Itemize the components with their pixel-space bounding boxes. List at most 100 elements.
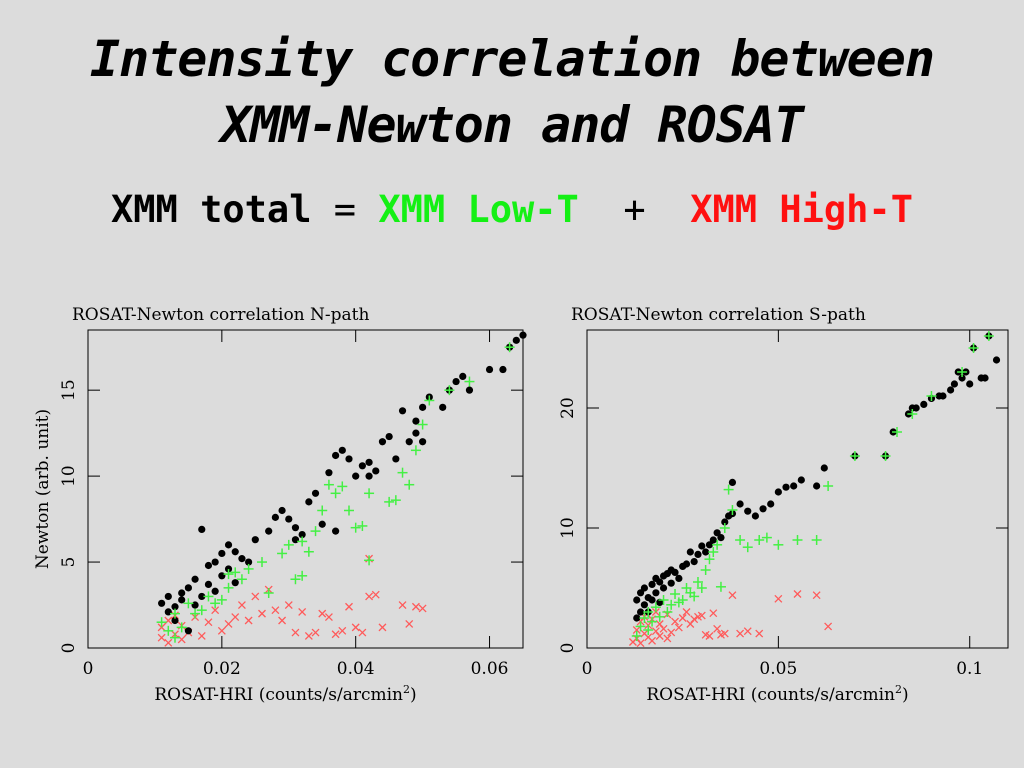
data-point-total: [912, 404, 920, 412]
data-point-total: [920, 400, 928, 408]
data-point-low-t: [666, 599, 677, 610]
data-point-high-t: [655, 620, 664, 628]
data-point-low-t: [330, 488, 341, 499]
data-point-high-t: [655, 632, 664, 640]
y-tick-label: 10: [59, 465, 79, 487]
data-point-low-t: [823, 481, 834, 491]
data-point-low-t: [323, 479, 334, 490]
data-point-low-t: [176, 622, 187, 633]
data-point-high-t: [824, 622, 833, 631]
x-axis-label-end: ): [410, 685, 417, 705]
data-point-total: [332, 527, 340, 535]
data-point-total: [751, 512, 759, 520]
data-point-total: [820, 464, 828, 472]
data-point-high-t: [713, 624, 722, 633]
y-tick-label: 0: [59, 643, 79, 654]
data-point-high-t: [411, 602, 420, 611]
data-point-total: [325, 469, 333, 477]
data-point-low-t: [290, 574, 301, 585]
data-point-high-t: [237, 601, 246, 609]
x-axis-label-end: ): [902, 685, 909, 705]
x-axis-label: ROSAT-HRI (counts/s/arcmin2): [646, 683, 908, 705]
data-point-total: [671, 568, 679, 576]
x-axis-label: ROSAT-HRI (counts/s/arcmin2): [154, 683, 416, 705]
data-point-total: [211, 558, 219, 566]
data-point-total: [224, 541, 233, 549]
x-tick-label: 0.1: [956, 659, 983, 679]
data-point-total: [656, 578, 664, 586]
data-point-total: [439, 403, 447, 411]
data-point-high-t: [755, 629, 764, 638]
data-point-total: [218, 572, 226, 580]
data-point-high-t: [705, 632, 714, 640]
data-point-high-t: [318, 609, 327, 618]
data-point-low-t: [735, 535, 746, 545]
data-point-high-t: [251, 592, 260, 601]
data-point-low-t: [163, 625, 174, 636]
data-point-total: [332, 451, 340, 460]
data-point-total: [251, 536, 259, 544]
data-point-high-t: [164, 638, 173, 647]
data-point-high-t: [398, 601, 407, 609]
chart-title: ROSAT-Newton correlation S-path: [571, 305, 866, 325]
data-point-low-t: [880, 451, 891, 461]
data-point-low-t: [654, 611, 665, 622]
data-point-total: [675, 574, 683, 582]
x-tick-label: 0.06: [471, 659, 509, 679]
data-point-low-t: [704, 554, 715, 565]
data-point-low-t: [650, 602, 661, 613]
data-point-high-t: [211, 606, 220, 615]
data-point-total: [633, 596, 641, 604]
x-axis-label-main: ROSAT-HRI (counts/s/arcmin: [646, 685, 895, 705]
data-point-high-t: [709, 609, 718, 618]
data-point-high-t: [682, 608, 691, 616]
data-point-low-t: [892, 427, 903, 437]
data-point-total: [204, 580, 213, 588]
data-point-total: [178, 589, 186, 597]
data-point-low-t: [700, 565, 711, 575]
data-point-high-t: [674, 623, 683, 632]
data-point-total: [459, 372, 467, 381]
data-point-low-t: [811, 535, 822, 545]
data-point-low-t: [337, 481, 348, 492]
data-point-total: [211, 587, 219, 595]
data-point-total: [184, 627, 192, 635]
data-point-high-t: [311, 628, 320, 637]
y-tick-label: 10: [558, 517, 578, 539]
data-point-low-t: [708, 547, 719, 557]
data-point-total: [721, 518, 729, 526]
data-point-low-t: [190, 608, 201, 619]
data-point-total: [405, 438, 413, 446]
data-point-high-t: [217, 626, 226, 635]
data-point-low-t: [364, 555, 375, 566]
data-point-high-t: [231, 613, 240, 622]
data-point-total: [648, 580, 656, 588]
data-point-low-t: [390, 495, 401, 506]
data-point-low-t: [397, 467, 408, 478]
data-point-high-t: [271, 606, 280, 615]
data-point-total: [352, 472, 360, 480]
data-point-total: [178, 596, 186, 604]
data-point-high-t: [244, 616, 253, 625]
data-point-total: [372, 467, 380, 475]
data-point-total: [311, 489, 320, 497]
data-point-total: [499, 365, 507, 374]
data-point-total: [713, 529, 721, 537]
data-point-low-t: [444, 385, 455, 396]
data-point-low-t: [723, 484, 734, 495]
x-axis-label-main: ROSAT-HRI (counts/s/arcmin: [154, 685, 403, 705]
data-point-low-t: [223, 569, 234, 580]
y-tick-label: 5: [59, 557, 79, 568]
data-point-total: [485, 365, 494, 374]
data-point-total: [736, 500, 744, 508]
equation-plus: +: [623, 188, 646, 231]
data-point-total: [378, 438, 387, 446]
chart-panel-s-path: ROSAT-Newton correlation S-path 0 0.05 0.1 0…: [540, 290, 1020, 724]
data-point-low-t: [670, 589, 681, 599]
data-point-high-t: [304, 632, 313, 640]
data-point-low-t: [183, 598, 194, 609]
data-point-high-t: [197, 632, 206, 640]
data-point-total: [717, 534, 725, 542]
data-point-high-t: [258, 609, 266, 618]
data-point-low-t: [317, 505, 328, 516]
